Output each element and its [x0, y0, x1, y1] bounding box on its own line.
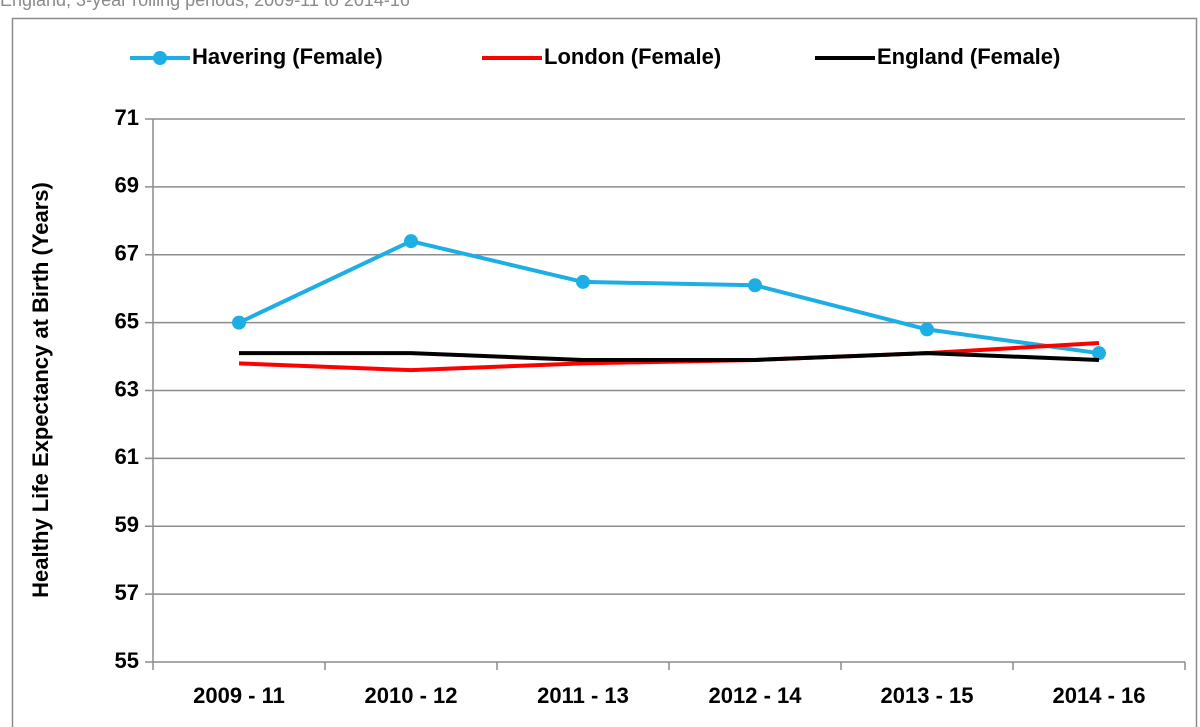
x-tick-label: 2011 - 13: [537, 683, 629, 708]
chart-frame: [11, 17, 1198, 727]
y-tick-label: 71: [115, 105, 139, 130]
chart-subtitle: England, 3-year rolling periods, 2009-11…: [0, 0, 410, 10]
y-axis-label: Healthy Life Expectancy at Birth (Years): [28, 182, 53, 598]
y-tick-label: 55: [115, 648, 139, 673]
series-marker: [920, 322, 934, 337]
series-line: [239, 351, 1100, 362]
legend-label: London (Female): [544, 44, 721, 69]
series-marker: [232, 315, 246, 330]
legend-label: Havering (Female): [192, 44, 383, 69]
y-tick-label: 69: [115, 173, 139, 198]
y-tick-label: 61: [115, 444, 139, 469]
legend-label: England (Female): [877, 44, 1060, 69]
x-tick-label: 2009 - 11: [193, 683, 285, 708]
y-tick-label: 57: [115, 580, 139, 605]
y-tick-label: 65: [115, 308, 139, 333]
y-tick-label: 59: [115, 512, 139, 537]
series-marker: [576, 274, 590, 289]
x-tick-label: 2014 - 16: [1053, 683, 1146, 708]
x-tick-label: 2012 - 14: [709, 683, 803, 708]
legend-marker: [153, 51, 167, 65]
x-tick-label: 2010 - 12: [365, 683, 458, 708]
y-tick-label: 67: [115, 241, 139, 266]
series-marker: [748, 278, 762, 293]
series-marker: [1092, 346, 1106, 361]
series-line: [238, 239, 1100, 356]
y-tick-label: 63: [115, 376, 139, 401]
x-tick-label: 2013 - 15: [881, 683, 974, 708]
series-marker: [404, 234, 418, 249]
